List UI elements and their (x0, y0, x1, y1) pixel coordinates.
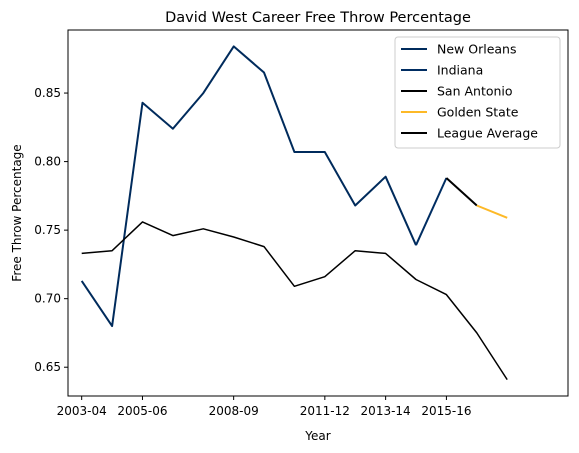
y-tick-label: 0.65 (34, 360, 61, 374)
x-tick-label: 2005-06 (117, 404, 167, 418)
legend-label: Indiana (437, 63, 483, 78)
legend-label: Golden State (437, 105, 519, 120)
legend: New Orleans Indiana San Antonio Golden Stat… (394, 36, 561, 149)
series-layer (80, 45, 508, 381)
y-tick-label: 0.85 (34, 86, 61, 100)
chart-title: David West Career Free Throw Percentage (165, 10, 471, 26)
x-tick-label: 2003-04 (57, 404, 107, 418)
y-tick-label: 0.75 (34, 223, 61, 237)
y-tick-label: 0.80 (34, 155, 61, 169)
y-axis-label: Free Throw Percentage (10, 144, 24, 281)
series-line-new-orleans (80, 45, 417, 328)
x-axis: 2003-04 2005-06 2008-09 2011-12 2013-14 2015-… (57, 396, 471, 418)
legend-label: San Antonio (437, 84, 513, 99)
legend-label: New Orleans (437, 42, 516, 57)
series-line-league-average (81, 221, 508, 381)
y-axis: 0.65 0.70 0.75 0.80 0.85 (34, 86, 68, 374)
x-axis-label: Year (304, 429, 330, 443)
x-tick-label: 2015-16 (421, 404, 471, 418)
x-tick-label: 2011-12 (300, 404, 350, 418)
series-line-san-antonio (445, 177, 478, 207)
plot-area (67, 29, 569, 397)
y-tick-label: 0.70 (34, 292, 61, 306)
series-line-golden-state (476, 204, 508, 219)
legend-label: League Average (437, 126, 538, 141)
x-tick-label: 2013-14 (361, 404, 411, 418)
series-line-indiana (415, 177, 448, 246)
x-tick-label: 2008-09 (209, 404, 259, 418)
legend-box (394, 36, 561, 149)
